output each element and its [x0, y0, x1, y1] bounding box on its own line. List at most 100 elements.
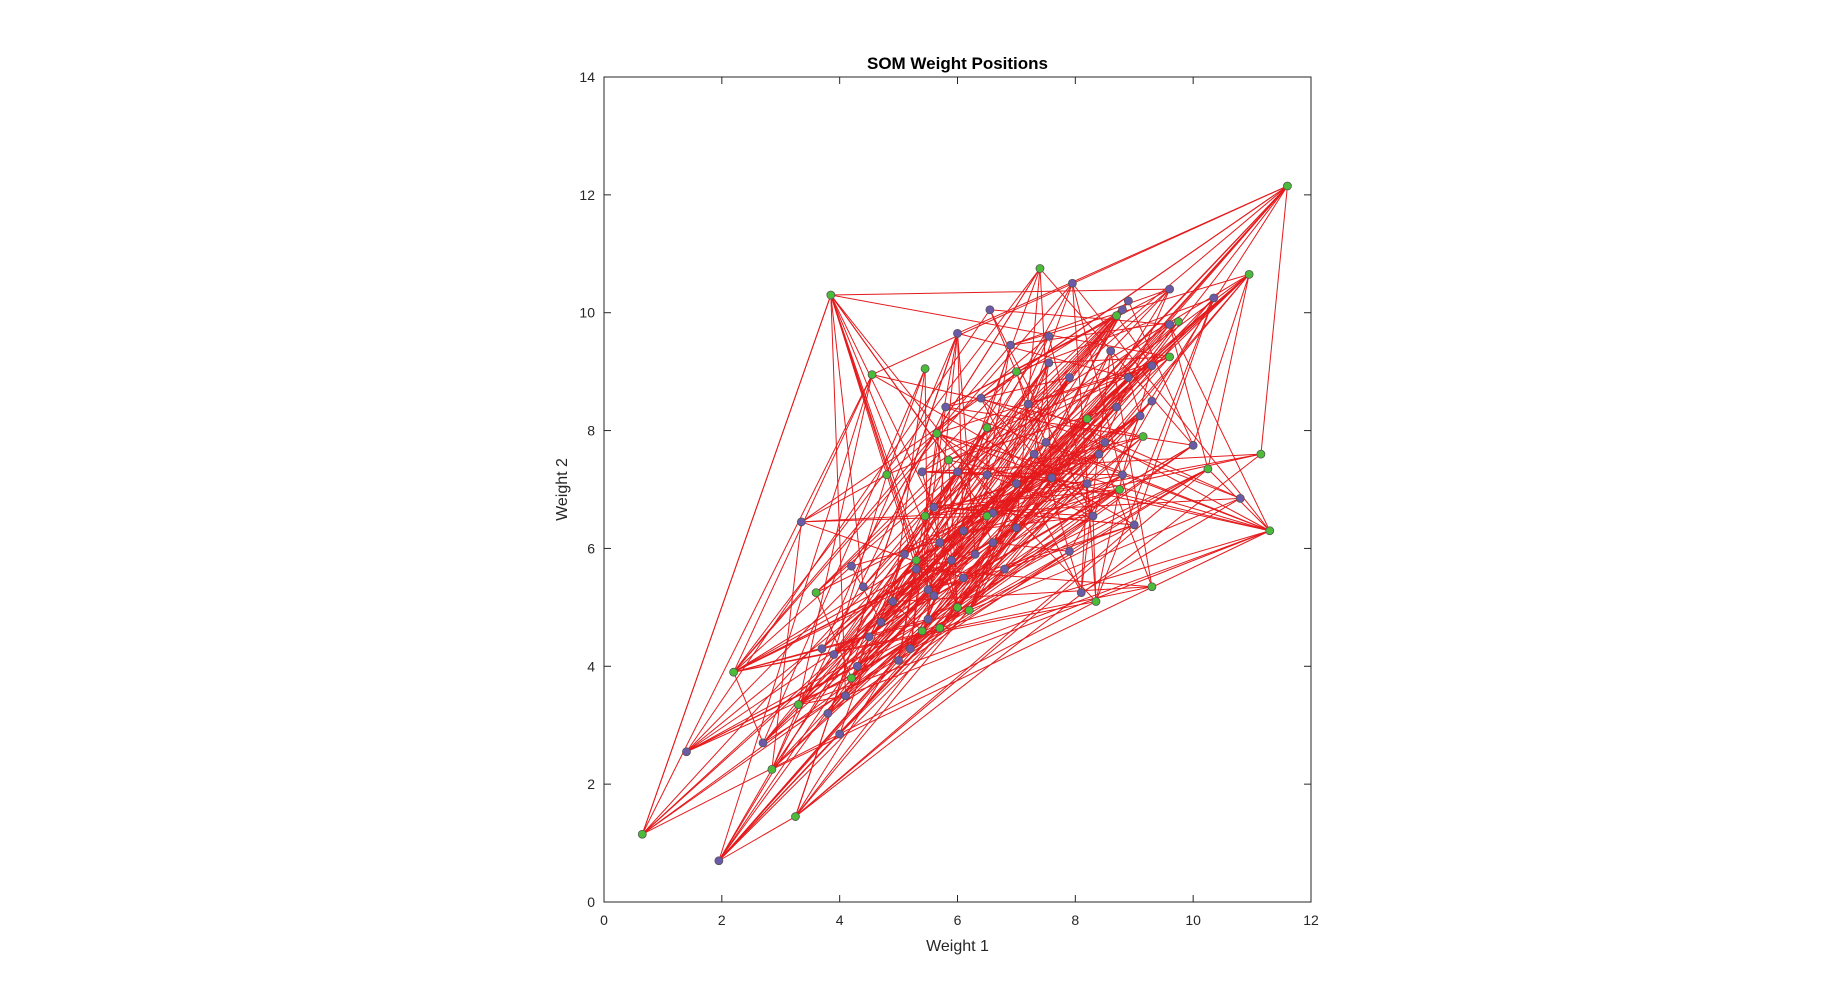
network-edge — [989, 309, 1170, 325]
network-edge — [1016, 489, 1120, 529]
weight-point — [941, 402, 951, 412]
network-edge — [957, 333, 964, 531]
network-edge — [924, 368, 929, 620]
y-tick-label: 8 — [587, 423, 595, 439]
network-edge — [830, 294, 1017, 529]
network-edge — [933, 489, 1120, 508]
weight-point — [1047, 473, 1057, 483]
network-edge — [771, 630, 923, 770]
network-edge — [957, 444, 1194, 608]
network-edge — [1122, 436, 1144, 476]
weight-point — [905, 644, 915, 654]
input-point — [1283, 181, 1292, 191]
network-edge — [1004, 524, 1135, 570]
network-edge — [921, 273, 1250, 473]
network-edge — [892, 368, 926, 602]
weight-point — [1100, 437, 1110, 447]
weight-point — [1006, 340, 1015, 350]
network-edge — [686, 309, 991, 753]
network-edge — [927, 344, 1012, 620]
network-edge — [1092, 516, 1097, 602]
weight-point — [796, 517, 806, 527]
weight-point — [1112, 402, 1121, 412]
network-edge — [798, 530, 1270, 706]
weight-point — [1118, 305, 1127, 315]
network-edge — [733, 618, 929, 673]
weight-point — [1076, 588, 1086, 598]
x-tick-label: 12 — [1303, 912, 1319, 928]
network-edge — [642, 733, 840, 835]
input-point — [1256, 449, 1266, 459]
input-point — [953, 602, 962, 612]
input-point — [729, 667, 739, 677]
network-edge — [718, 816, 796, 862]
network-edge — [686, 677, 852, 753]
input-point — [1012, 367, 1021, 377]
weight-point — [1118, 470, 1127, 480]
weight-point — [988, 538, 998, 547]
network-edge — [851, 268, 1041, 567]
network-edge — [830, 294, 864, 587]
weight-point — [835, 729, 845, 739]
weight-point — [1000, 564, 1010, 574]
network-edge — [851, 565, 882, 623]
network-edge — [1048, 356, 1170, 364]
weight-point — [976, 393, 986, 403]
network-edge — [839, 601, 1097, 735]
x-tick-label: 8 — [1071, 912, 1079, 928]
y-tick-label: 0 — [587, 894, 595, 910]
x-tick-label: 4 — [836, 912, 844, 928]
weight-point — [1209, 293, 1219, 303]
network-edge — [933, 506, 1094, 517]
network-edge — [945, 406, 1270, 532]
network-edge — [733, 344, 1011, 673]
weight-point — [911, 564, 921, 574]
network-edge — [830, 295, 847, 696]
network-edge — [1207, 274, 1250, 469]
input-point — [1115, 485, 1124, 494]
weight-point — [858, 582, 868, 592]
network-edge — [921, 371, 1017, 473]
weight-point — [1165, 320, 1174, 329]
weight-point — [888, 597, 898, 606]
network-edge — [1128, 274, 1250, 378]
input-point — [982, 511, 992, 521]
x-tick-label: 10 — [1185, 912, 1201, 928]
weight-point — [1147, 361, 1157, 371]
network-edge — [795, 274, 1250, 817]
network-edge — [1010, 321, 1179, 346]
network-edge — [948, 459, 1270, 532]
weight-point — [958, 573, 968, 583]
network-edge — [1116, 356, 1170, 408]
input-point — [826, 290, 836, 300]
input-point — [964, 605, 974, 615]
weight-point — [1065, 546, 1074, 556]
y-tick-label: 6 — [587, 540, 595, 556]
weight-point — [841, 691, 850, 701]
network-edge — [939, 444, 1194, 629]
network-edge — [856, 377, 1070, 667]
weight-point — [1065, 373, 1074, 382]
input-point — [1035, 264, 1045, 273]
network-edge — [795, 468, 1209, 817]
network-edge — [733, 600, 1097, 673]
network-edge — [798, 695, 846, 706]
input-point — [1147, 582, 1157, 592]
network-edge — [733, 553, 976, 673]
network-edge — [1169, 324, 1271, 531]
network-edge — [886, 335, 1050, 476]
weight-point — [982, 470, 992, 480]
weight-point — [1041, 437, 1051, 447]
network-edge — [833, 474, 888, 655]
network-edge — [718, 660, 899, 862]
chart-title: SOM Weight Positions — [867, 54, 1048, 73]
input-point — [982, 423, 992, 433]
network-edge — [968, 483, 1017, 611]
network-edge — [733, 282, 1073, 673]
weight-point — [1082, 479, 1092, 489]
network-edge — [957, 185, 1288, 334]
network-edge — [642, 568, 1005, 835]
network-edge — [980, 185, 1288, 399]
weight-point — [947, 555, 957, 565]
weight-point — [958, 526, 968, 536]
